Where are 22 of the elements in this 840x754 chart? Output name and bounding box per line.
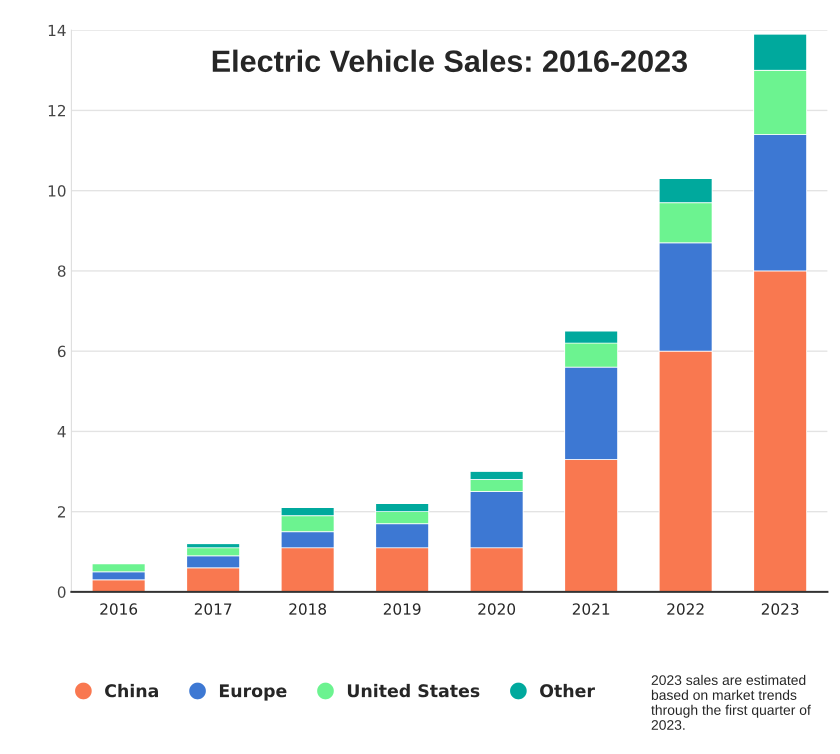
x-tick-label: 2017 xyxy=(194,603,232,615)
y-tick-label: 0 xyxy=(58,586,66,598)
y-tick-label: 4 xyxy=(58,426,66,438)
legend-label: China xyxy=(105,684,158,698)
x-tick-label: 2019 xyxy=(384,603,421,615)
y-tick-label: 12 xyxy=(48,104,66,116)
x-tick-label: 2023 xyxy=(762,603,798,615)
text: Electric Vehicle Sales: 2016-2023 xyxy=(212,50,687,72)
y-tick-label: 8 xyxy=(58,265,66,277)
y-tick-label: 10 xyxy=(48,185,66,197)
x-tick-label: 2016 xyxy=(100,603,138,615)
y-tick-label: 2 xyxy=(58,506,66,518)
legend-label: Other xyxy=(540,684,595,698)
y-tick-label: 6 xyxy=(58,346,66,358)
x-tick-label: 2022 xyxy=(667,603,704,615)
x-tick-label: 2020 xyxy=(478,603,516,615)
legend-label: Europe xyxy=(220,684,286,701)
x-tick-label: 2021 xyxy=(572,603,610,615)
legend-label: United States xyxy=(348,684,480,698)
x-tick-label: 2018 xyxy=(289,603,326,615)
text: 2023 sales are estimated based on market trends through the first quarter of 2023. xyxy=(651,674,811,730)
y-tick-label: 14 xyxy=(48,24,66,36)
